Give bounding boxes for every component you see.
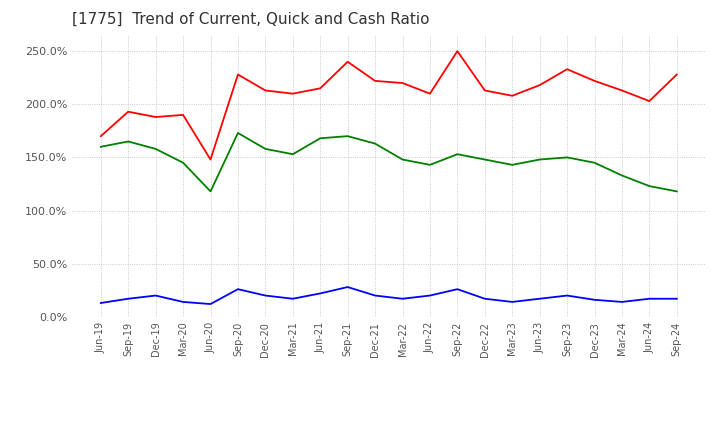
Cash Ratio xyxy=(672,296,681,301)
Current Ratio xyxy=(316,86,325,91)
Current Ratio xyxy=(590,78,599,84)
Cash Ratio xyxy=(453,286,462,292)
Current Ratio xyxy=(261,88,270,93)
Quick Ratio xyxy=(261,146,270,151)
Quick Ratio xyxy=(151,146,160,151)
Current Ratio xyxy=(618,88,626,93)
Current Ratio xyxy=(480,88,489,93)
Cash Ratio xyxy=(289,296,297,301)
Cash Ratio xyxy=(206,301,215,307)
Cash Ratio xyxy=(261,293,270,298)
Quick Ratio xyxy=(453,151,462,157)
Current Ratio xyxy=(179,112,187,117)
Current Ratio xyxy=(645,99,654,104)
Quick Ratio xyxy=(590,160,599,165)
Line: Current Ratio: Current Ratio xyxy=(101,51,677,160)
Cash Ratio xyxy=(233,286,242,292)
Cash Ratio xyxy=(480,296,489,301)
Quick Ratio xyxy=(316,136,325,141)
Cash Ratio xyxy=(645,296,654,301)
Quick Ratio xyxy=(536,157,544,162)
Quick Ratio xyxy=(426,162,434,168)
Text: [1775]  Trend of Current, Quick and Cash Ratio: [1775] Trend of Current, Quick and Cash … xyxy=(72,12,430,27)
Quick Ratio xyxy=(233,130,242,136)
Quick Ratio xyxy=(508,162,516,168)
Quick Ratio xyxy=(124,139,132,144)
Cash Ratio xyxy=(398,296,407,301)
Current Ratio xyxy=(233,72,242,77)
Cash Ratio xyxy=(124,296,132,301)
Cash Ratio xyxy=(536,296,544,301)
Quick Ratio xyxy=(371,141,379,146)
Cash Ratio xyxy=(371,293,379,298)
Cash Ratio xyxy=(343,284,352,290)
Current Ratio xyxy=(398,81,407,86)
Current Ratio xyxy=(453,48,462,54)
Cash Ratio xyxy=(590,297,599,302)
Current Ratio xyxy=(206,157,215,162)
Current Ratio xyxy=(124,109,132,114)
Line: Cash Ratio: Cash Ratio xyxy=(101,287,677,304)
Current Ratio xyxy=(289,91,297,96)
Cash Ratio xyxy=(508,299,516,304)
Quick Ratio xyxy=(398,157,407,162)
Cash Ratio xyxy=(563,293,572,298)
Quick Ratio xyxy=(480,157,489,162)
Quick Ratio xyxy=(96,144,105,150)
Cash Ratio xyxy=(179,299,187,304)
Cash Ratio xyxy=(426,293,434,298)
Current Ratio xyxy=(96,133,105,139)
Cash Ratio xyxy=(96,301,105,306)
Current Ratio xyxy=(563,66,572,72)
Current Ratio xyxy=(371,78,379,84)
Quick Ratio xyxy=(179,160,187,165)
Current Ratio xyxy=(426,91,434,96)
Cash Ratio xyxy=(316,291,325,296)
Quick Ratio xyxy=(672,189,681,194)
Current Ratio xyxy=(672,72,681,77)
Quick Ratio xyxy=(645,183,654,189)
Quick Ratio xyxy=(618,173,626,178)
Current Ratio xyxy=(508,93,516,99)
Quick Ratio xyxy=(289,151,297,157)
Cash Ratio xyxy=(151,293,160,298)
Quick Ratio xyxy=(343,133,352,139)
Current Ratio xyxy=(536,83,544,88)
Current Ratio xyxy=(151,114,160,120)
Cash Ratio xyxy=(618,299,626,304)
Line: Quick Ratio: Quick Ratio xyxy=(101,133,677,191)
Current Ratio xyxy=(343,59,352,64)
Quick Ratio xyxy=(206,189,215,194)
Quick Ratio xyxy=(563,155,572,160)
